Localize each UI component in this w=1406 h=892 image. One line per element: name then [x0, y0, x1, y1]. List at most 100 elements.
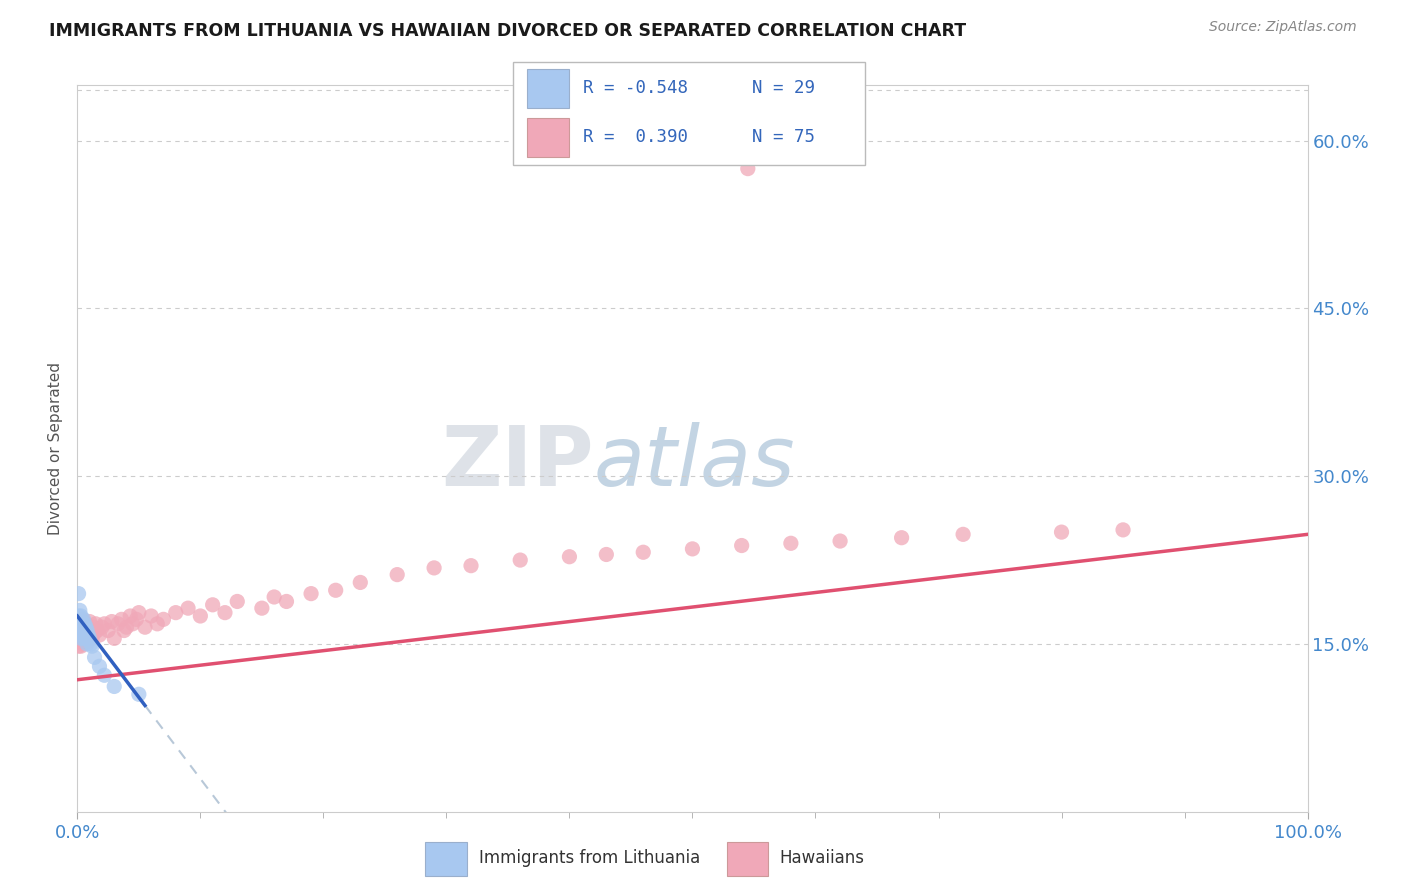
Point: [82, 620, 104, 634]
Point: [128, 687, 150, 701]
Point: [86, 624, 108, 638]
Point: [128, 606, 150, 620]
Point: [111, 612, 132, 626]
Point: [103, 680, 125, 694]
Point: [79, 624, 101, 638]
Point: [276, 594, 298, 608]
Point: [67, 632, 90, 646]
Point: [67, 620, 90, 634]
Point: [72, 620, 94, 634]
Point: [79, 615, 101, 629]
Point: [423, 561, 446, 575]
Text: R =  0.390: R = 0.390: [583, 128, 689, 145]
Point: [76, 624, 98, 638]
Point: [67, 639, 90, 653]
Text: IMMIGRANTS FROM LITHUANIA VS HAWAIIAN DIVORCED OR SEPARATED CORRELATION CHART: IMMIGRANTS FROM LITHUANIA VS HAWAIIAN DI…: [49, 22, 966, 40]
Point: [263, 590, 285, 604]
Text: Immigrants from Lithuania: Immigrants from Lithuania: [478, 848, 700, 866]
Point: [349, 575, 371, 590]
Point: [141, 609, 163, 624]
Point: [67, 587, 90, 601]
Point: [73, 632, 96, 646]
Point: [70, 639, 93, 653]
Point: [69, 615, 91, 629]
FancyBboxPatch shape: [513, 62, 865, 165]
Point: [101, 615, 124, 629]
Point: [77, 628, 100, 642]
Point: [70, 620, 93, 634]
Point: [633, 545, 655, 559]
Point: [70, 628, 93, 642]
Point: [190, 609, 212, 624]
Point: [76, 624, 98, 638]
Point: [70, 612, 93, 626]
Point: [75, 620, 97, 634]
Point: [82, 632, 104, 646]
Point: [70, 616, 93, 631]
Text: ZIP: ZIP: [441, 422, 595, 503]
Point: [780, 536, 803, 550]
Point: [830, 534, 852, 549]
FancyBboxPatch shape: [727, 842, 768, 876]
FancyBboxPatch shape: [527, 69, 569, 108]
Point: [73, 616, 96, 631]
Point: [69, 634, 91, 648]
Point: [682, 541, 704, 556]
Point: [80, 637, 103, 651]
Point: [83, 650, 105, 665]
Text: N = 29: N = 29: [752, 78, 815, 96]
Point: [120, 609, 142, 624]
Point: [73, 628, 96, 642]
Point: [165, 606, 187, 620]
Point: [731, 539, 754, 553]
Point: [226, 594, 249, 608]
FancyBboxPatch shape: [426, 842, 467, 876]
Point: [72, 632, 94, 646]
Point: [89, 659, 111, 673]
Point: [70, 625, 93, 640]
Point: [77, 632, 100, 646]
Point: [152, 612, 174, 626]
Point: [93, 616, 115, 631]
Point: [299, 587, 322, 601]
Point: [509, 553, 531, 567]
Point: [250, 601, 273, 615]
Point: [76, 634, 98, 648]
Point: [558, 549, 581, 564]
Point: [93, 668, 115, 682]
Point: [134, 620, 156, 634]
Point: [103, 632, 125, 646]
Point: [72, 612, 94, 626]
Point: [325, 583, 347, 598]
Point: [177, 601, 200, 615]
Y-axis label: Divorced or Separated: Divorced or Separated: [48, 362, 63, 534]
Point: [952, 527, 974, 541]
Point: [67, 609, 90, 624]
Point: [75, 632, 97, 646]
Point: [90, 620, 114, 634]
Point: [70, 609, 93, 624]
Point: [1050, 525, 1073, 540]
Point: [69, 615, 91, 629]
Text: Source: ZipAtlas.com: Source: ZipAtlas.com: [1209, 20, 1357, 34]
Point: [75, 616, 97, 631]
Text: Hawaiians: Hawaiians: [780, 848, 865, 866]
Point: [595, 548, 617, 562]
Point: [72, 625, 94, 640]
Point: [107, 616, 129, 631]
Point: [146, 616, 169, 631]
Point: [460, 558, 482, 573]
Point: [201, 598, 224, 612]
Point: [82, 639, 104, 653]
Point: [76, 637, 98, 651]
Point: [73, 620, 96, 634]
Point: [80, 628, 103, 642]
Point: [83, 625, 105, 640]
Point: [69, 625, 91, 640]
Text: atlas: atlas: [595, 422, 796, 503]
Point: [890, 531, 912, 545]
Point: [70, 632, 93, 646]
Point: [72, 637, 94, 651]
Point: [79, 632, 101, 646]
Point: [125, 612, 148, 626]
